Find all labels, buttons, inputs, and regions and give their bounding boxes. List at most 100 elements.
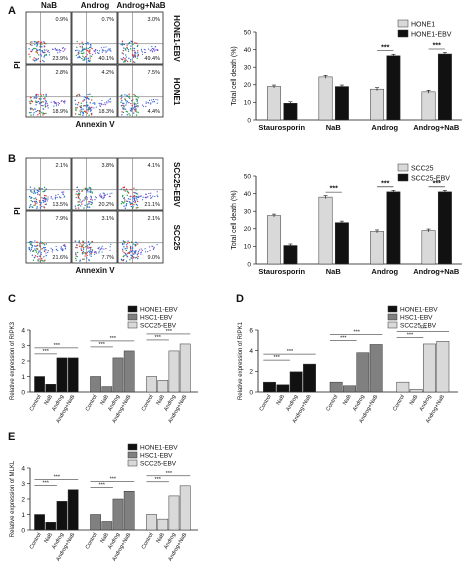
flow-event: [33, 198, 35, 200]
flow-event: [45, 188, 47, 190]
y-tick-label: 0: [249, 389, 253, 396]
flow-event: [128, 96, 130, 98]
flow-event: [41, 197, 43, 199]
flow-event: [100, 247, 103, 249]
flow-event: [128, 57, 130, 60]
quadrant-percent-upper-right: 7.5%: [147, 70, 160, 76]
flow-event: [99, 50, 101, 52]
y-tick-label: 0: [21, 389, 25, 396]
flow-event: [91, 191, 93, 193]
flow-event: [125, 249, 128, 252]
flow-event: [134, 52, 136, 54]
flow-event: [89, 250, 91, 252]
flow-event: [126, 247, 128, 249]
flow-event: [91, 95, 93, 98]
flow-event: [34, 245, 36, 247]
flow-event: [34, 240, 36, 242]
flow-event: [131, 255, 134, 258]
flow-event: [135, 114, 138, 116]
bar-hsc1-ebv: [112, 498, 124, 531]
quadrant-percent-upper-right: 2.1%: [55, 163, 68, 169]
flow-event: [32, 109, 35, 111]
flow-event: [89, 191, 92, 193]
flow-event: [80, 246, 83, 248]
legend-label: SCC25-EBV: [411, 176, 450, 183]
legend-swatch: [127, 305, 138, 313]
flow-event: [135, 108, 137, 110]
flow-event: [84, 96, 87, 99]
significance-label: ***: [98, 342, 105, 348]
flow-event: [62, 50, 64, 52]
flow-event: [36, 244, 39, 247]
flow-event: [125, 99, 127, 102]
significance-label: ***: [166, 471, 173, 477]
flow-event: [61, 249, 64, 251]
bar-hsc1-ebv: [343, 385, 356, 393]
flow-event: [55, 49, 57, 52]
flow-event: [136, 196, 138, 198]
legend-label: HSC1-EBV: [140, 453, 173, 460]
significance-label: ***: [340, 335, 347, 341]
flow-event: [145, 101, 147, 103]
y-tick-label: 20: [244, 226, 252, 233]
flow-event: [136, 200, 139, 203]
flow-event: [77, 207, 80, 209]
flow-event: [133, 49, 135, 52]
flow-event: [120, 43, 122, 46]
flow-event: [125, 56, 128, 58]
flow-event: [55, 194, 57, 197]
quadrant-percent-lower-right: 20.2%: [98, 202, 114, 208]
category-label: Control: [85, 394, 99, 412]
flow-event: [29, 195, 31, 198]
flow-event: [42, 105, 44, 107]
flow-event: [86, 105, 88, 108]
flow-event: [40, 202, 42, 204]
flow-event: [140, 48, 143, 50]
flow-event: [45, 203, 47, 205]
flow-event: [32, 250, 34, 252]
category-label: Androg+NaB: [413, 123, 460, 132]
flow-event: [91, 112, 93, 115]
flow-event: [82, 59, 84, 61]
flow-event: [35, 249, 37, 252]
category-label: Control: [141, 394, 155, 412]
flow-event: [98, 252, 100, 254]
flow-event: [78, 201, 80, 203]
flow-event: [133, 195, 135, 198]
flow-event: [54, 197, 56, 199]
flow-event: [134, 192, 137, 194]
bar-scc25-ebv: [436, 341, 450, 393]
flow-event: [57, 193, 59, 196]
flow-event: [81, 245, 83, 247]
flow-event: [95, 197, 98, 199]
flow-event: [89, 59, 91, 61]
flow-event: [87, 41, 89, 44]
flow-event: [123, 246, 125, 248]
flow-event: [121, 94, 123, 96]
bar-hone1-ebv: [289, 371, 303, 393]
flow-event: [135, 103, 137, 105]
flow-event: [41, 247, 43, 250]
flow-event: [43, 60, 45, 63]
flow-event: [110, 50, 112, 52]
flow-event: [87, 188, 89, 190]
flow-event: [44, 189, 46, 191]
flow-event: [46, 49, 48, 51]
panel-letter-e: E: [8, 431, 15, 443]
flow-event: [54, 102, 56, 105]
flow-event: [77, 201, 79, 203]
significance-label: ***: [330, 186, 338, 193]
flow-event: [89, 242, 91, 244]
flow-event: [75, 108, 77, 110]
y-tick-label: 2: [249, 369, 253, 376]
flow-event: [38, 98, 40, 100]
flow-event: [86, 257, 88, 259]
flow-event: [89, 55, 91, 57]
bar-scc25-ebv: [437, 191, 452, 265]
flow-y-axis-label: PI: [13, 61, 22, 69]
flow-event: [58, 49, 61, 51]
flow-event: [85, 101, 88, 104]
flow-event: [141, 199, 144, 201]
flow-event: [137, 52, 139, 54]
flow-event: [77, 189, 80, 191]
